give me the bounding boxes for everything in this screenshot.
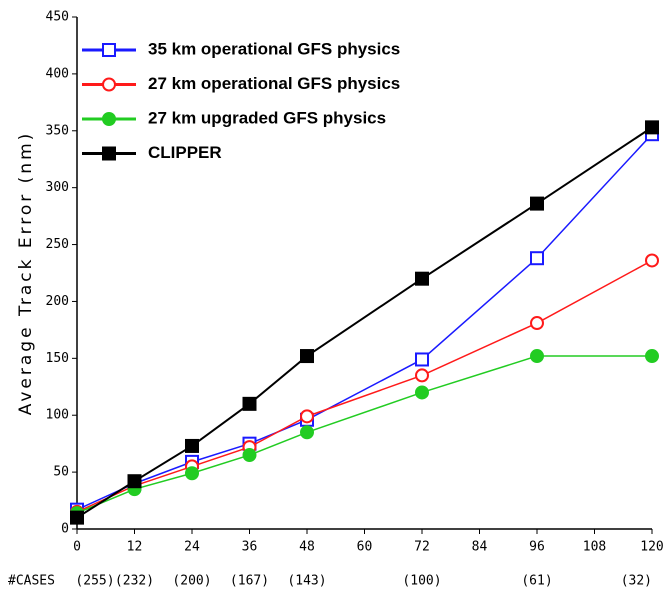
data-point <box>242 448 257 463</box>
case-count: (143) <box>287 574 326 589</box>
case-count: (167) <box>230 574 269 589</box>
y-tick-label: 150 <box>46 351 69 366</box>
data-point <box>530 349 544 364</box>
legend-label: 35 km operational GFS physics <box>148 39 400 58</box>
y-tick-label: 100 <box>46 408 69 423</box>
case-count: (232) <box>115 574 154 589</box>
x-tick-label: 72 <box>414 540 430 555</box>
data-point <box>415 271 429 286</box>
data-point <box>70 510 84 525</box>
y-tick-label: 50 <box>53 465 69 480</box>
x-tick-label: 24 <box>184 540 200 555</box>
x-tick-label: 60 <box>357 540 373 555</box>
data-point <box>530 196 544 211</box>
case-count: (200) <box>172 574 211 589</box>
data-point <box>415 385 429 400</box>
legend-marker <box>102 43 116 57</box>
data-point <box>645 349 659 364</box>
legend-label: 27 km upgraded GFS physics <box>148 108 386 127</box>
data-point <box>300 349 314 364</box>
data-point <box>185 438 199 453</box>
y-tick-label: 400 <box>46 66 69 81</box>
legend-marker <box>102 146 116 161</box>
x-tick-label: 84 <box>472 540 488 555</box>
data-point <box>242 396 257 411</box>
legend-marker <box>102 112 116 126</box>
case-count: (61) <box>521 574 552 589</box>
x-tick-label: 120 <box>640 540 663 555</box>
cases-label: #CASES <box>8 574 55 589</box>
y-tick-label: 350 <box>46 123 69 138</box>
series-line <box>76 133 653 511</box>
case-count: (255) <box>75 574 114 589</box>
data-point <box>300 409 314 424</box>
data-point <box>127 474 142 489</box>
x-tick-label: 36 <box>242 540 258 555</box>
data-point <box>645 120 659 135</box>
case-count: (32) <box>621 574 652 589</box>
y-tick-label: 200 <box>46 294 69 309</box>
data-point <box>415 352 429 367</box>
legend-label: 27 km operational GFS physics <box>148 74 400 93</box>
series-line <box>76 259 653 513</box>
y-axis-label: Average Track Error (nm) <box>16 131 36 416</box>
case-count: (100) <box>402 574 441 589</box>
y-tick-label: 300 <box>46 180 69 195</box>
y-tick-label: 450 <box>46 10 69 25</box>
data-point <box>300 425 314 440</box>
x-tick-label: 12 <box>127 540 143 555</box>
y-tick-label: 0 <box>61 522 69 537</box>
x-tick-label: 108 <box>583 540 606 555</box>
data-point <box>185 466 199 481</box>
series-line <box>76 355 652 514</box>
data-point <box>645 253 659 268</box>
legend-label: CLIPPER <box>148 143 222 162</box>
data-point <box>530 316 544 331</box>
legend-marker <box>102 77 116 92</box>
y-tick-label: 250 <box>46 237 69 252</box>
data-point <box>415 368 429 383</box>
x-tick-label: 48 <box>299 540 315 555</box>
x-tick-label: 96 <box>529 540 545 555</box>
series-line <box>76 126 653 519</box>
data-point <box>530 251 544 266</box>
x-tick-label: 0 <box>73 540 81 555</box>
